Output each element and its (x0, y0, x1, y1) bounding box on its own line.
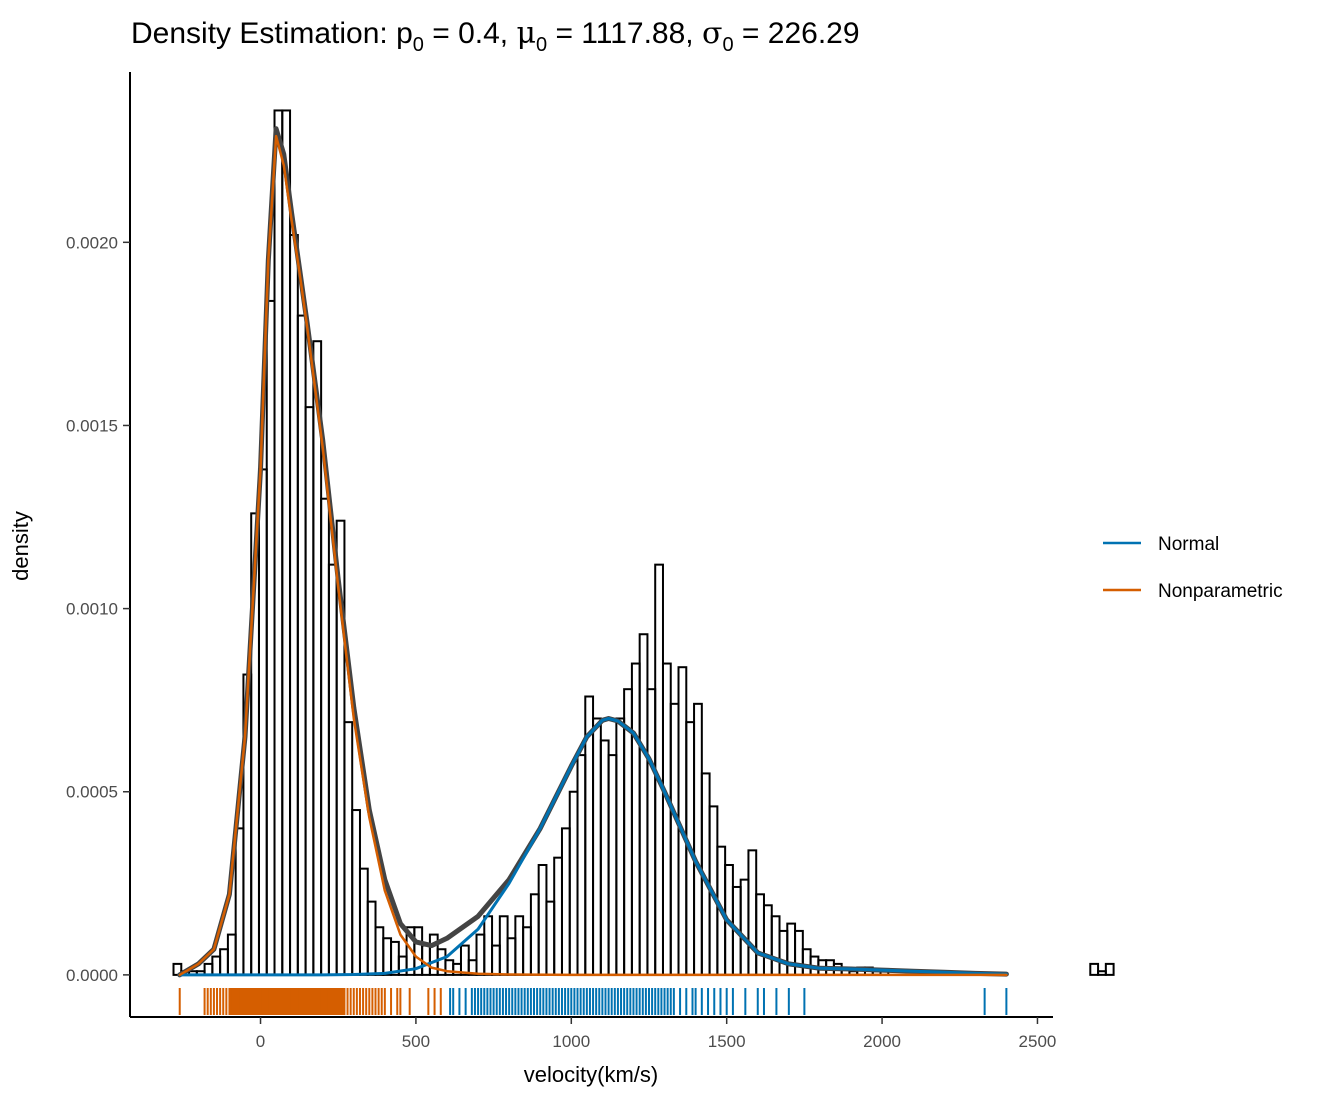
histogram-bar (794, 929, 804, 976)
histogram-bar (607, 754, 618, 976)
histogram-bar (576, 754, 587, 976)
x-axis-title: velocity(km/s) (524, 1062, 658, 1087)
histogram-bar (219, 948, 229, 976)
rug-marks (178, 988, 1008, 1015)
histogram-bar (693, 702, 703, 976)
histogram-bar (747, 849, 758, 976)
histogram-bar (522, 926, 532, 976)
histogram-bar (599, 739, 610, 976)
y-tick-label: 0.0010 (66, 600, 118, 619)
histogram-bar (343, 721, 354, 976)
y-tick-label: 0.0015 (66, 416, 118, 435)
histogram-bar (281, 109, 292, 976)
histogram-bar (491, 944, 501, 976)
histogram-bar (661, 662, 672, 976)
histogram-bar (770, 915, 781, 976)
histogram-bar (211, 955, 222, 976)
histogram-bar (226, 933, 237, 976)
histogram-bar (234, 827, 245, 976)
histogram-bar (615, 717, 626, 976)
histogram-bar (786, 922, 797, 976)
histogram-bar (1089, 962, 1100, 976)
histogram-bar (537, 863, 548, 976)
x-axis-ticks: 0 500 1000 1500 2000 2500 (256, 1017, 1057, 1051)
x-tick-label: 2000 (863, 1032, 901, 1051)
legend-label-nonparametric: Nonparametric (1158, 581, 1283, 602)
histogram-bar (382, 937, 393, 976)
y-tick-label: 0.0005 (66, 783, 118, 802)
histogram-bar (568, 790, 579, 976)
histogram-bar (778, 929, 789, 976)
histogram-bar (630, 662, 641, 976)
histogram-bar (289, 233, 299, 976)
histogram-bar (1104, 962, 1115, 976)
x-tick-label: 1000 (552, 1032, 590, 1051)
histogram-bar (203, 962, 214, 976)
histogram-bar (529, 893, 540, 976)
histogram-bar (475, 933, 486, 976)
histogram-bar (374, 926, 385, 976)
histogram-bar (273, 109, 284, 976)
histogram-bar (801, 948, 812, 976)
histogram-bar (304, 406, 315, 976)
x-tick-label: 1500 (708, 1032, 746, 1051)
histogram-bar (762, 904, 773, 976)
y-tick-label: 0.0000 (66, 966, 118, 985)
y-axis-ticks: 0.0000 0.0005 0.0010 0.0015 0.0020 (66, 233, 130, 985)
histogram-bar (257, 468, 268, 976)
histogram-bar (592, 717, 602, 976)
histogram-bar (646, 688, 657, 976)
y-axis-title: density (8, 511, 33, 581)
histogram-bar (545, 900, 556, 976)
histogram-bar (459, 944, 470, 976)
histogram-bar (638, 633, 649, 976)
histogram-bar (366, 900, 377, 976)
histogram-bar (514, 915, 525, 976)
legend-label-normal: Normal (1158, 534, 1219, 555)
x-tick-label: 2500 (1019, 1032, 1057, 1051)
histogram-bar (390, 940, 400, 976)
histogram-bars (172, 109, 1115, 976)
x-tick-label: 500 (402, 1032, 430, 1051)
histogram-bar (506, 937, 517, 976)
histogram-bar (296, 314, 307, 976)
histogram-bar (739, 878, 750, 976)
histogram-bar (358, 867, 369, 976)
histogram-bar (553, 856, 563, 976)
histogram-bar (755, 893, 765, 976)
normal-density-line (178, 717, 1008, 977)
nonparametric-density-line (178, 134, 1008, 977)
y-tick-label: 0.0020 (66, 233, 118, 252)
histogram-bar (265, 299, 276, 976)
histogram-bar (327, 563, 338, 976)
histogram-bar (421, 944, 431, 976)
histogram-bar (498, 915, 509, 976)
histogram-bar (1097, 970, 1107, 976)
density-curves (177, 126, 1009, 978)
histogram-bar (483, 915, 494, 976)
histogram-bar (320, 497, 330, 976)
chart-title: Density Estimation: p0 = 0.4, μ0 = 1117.… (131, 16, 860, 56)
histogram-bar (351, 809, 361, 976)
histogram-bar (560, 827, 571, 976)
x-tick-label: 0 (256, 1032, 265, 1051)
histogram-bar (669, 702, 680, 976)
legend: Normal Nonparametric (1103, 534, 1283, 602)
